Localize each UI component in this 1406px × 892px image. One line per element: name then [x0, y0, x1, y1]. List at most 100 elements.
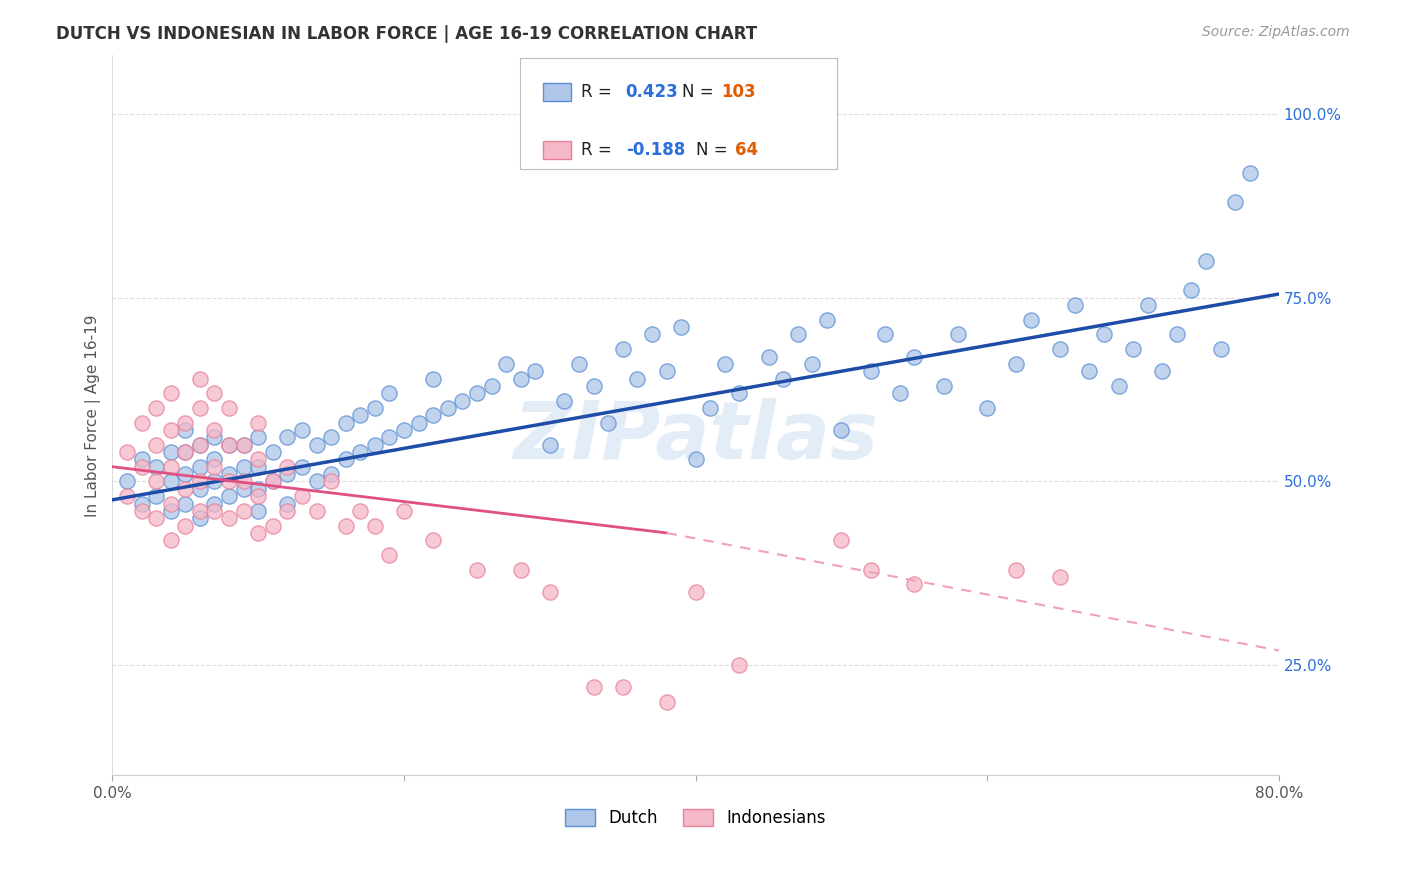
Point — [115, 445, 138, 459]
Point — [669, 320, 692, 334]
Point — [1122, 342, 1144, 356]
Point — [538, 584, 561, 599]
Point — [188, 401, 211, 415]
Point — [145, 401, 167, 415]
Point — [145, 475, 167, 489]
Point — [1108, 379, 1130, 393]
Point — [218, 489, 240, 503]
Point — [553, 393, 575, 408]
Point — [174, 423, 197, 437]
Text: 64: 64 — [735, 141, 758, 159]
Point — [232, 438, 254, 452]
Point — [218, 438, 240, 452]
Point — [524, 364, 547, 378]
Point — [115, 475, 138, 489]
Point — [451, 393, 474, 408]
Point — [115, 489, 138, 503]
Point — [685, 452, 707, 467]
Point — [495, 357, 517, 371]
Point — [218, 438, 240, 452]
Point — [422, 371, 444, 385]
Point — [276, 459, 298, 474]
Point — [291, 459, 314, 474]
Point — [247, 504, 270, 518]
Point — [1005, 357, 1028, 371]
Text: R =: R = — [581, 141, 617, 159]
Point — [903, 577, 925, 591]
Point — [131, 416, 153, 430]
Point — [436, 401, 458, 415]
Point — [247, 525, 270, 540]
Point — [714, 357, 737, 371]
Point — [188, 475, 211, 489]
Point — [262, 475, 284, 489]
Point — [772, 371, 794, 385]
Point — [232, 459, 254, 474]
Point — [786, 327, 808, 342]
Point — [247, 489, 270, 503]
Point — [976, 401, 998, 415]
Point — [204, 386, 226, 401]
Point — [875, 327, 897, 342]
Point — [305, 475, 328, 489]
Text: 103: 103 — [721, 83, 756, 101]
Point — [204, 459, 226, 474]
Point — [378, 430, 401, 444]
Point — [1225, 195, 1247, 210]
Point — [1209, 342, 1232, 356]
Point — [232, 475, 254, 489]
Point — [218, 511, 240, 525]
Point — [232, 438, 254, 452]
Point — [204, 496, 226, 510]
Point — [946, 327, 969, 342]
Point — [204, 423, 226, 437]
Point — [815, 312, 838, 326]
Point — [321, 430, 343, 444]
Point — [582, 680, 605, 694]
Point — [174, 445, 197, 459]
Point — [204, 430, 226, 444]
Point — [859, 563, 882, 577]
Point — [247, 430, 270, 444]
Point — [174, 445, 197, 459]
Point — [174, 467, 197, 482]
Point — [276, 467, 298, 482]
Point — [174, 416, 197, 430]
Point — [145, 489, 167, 503]
Point — [131, 504, 153, 518]
Text: DUTCH VS INDONESIAN IN LABOR FORCE | AGE 16-19 CORRELATION CHART: DUTCH VS INDONESIAN IN LABOR FORCE | AGE… — [56, 25, 758, 43]
Point — [232, 504, 254, 518]
Point — [408, 416, 430, 430]
Point — [159, 459, 181, 474]
Point — [1166, 327, 1188, 342]
Point — [598, 416, 620, 430]
Point — [655, 364, 678, 378]
Point — [159, 533, 181, 548]
Point — [262, 475, 284, 489]
Point — [465, 563, 488, 577]
Point — [465, 386, 488, 401]
Point — [131, 459, 153, 474]
Point — [830, 533, 852, 548]
Point — [509, 371, 531, 385]
Point — [188, 371, 211, 385]
Point — [655, 695, 678, 709]
Point — [145, 459, 167, 474]
Point — [1136, 298, 1159, 312]
Point — [188, 459, 211, 474]
Point — [538, 438, 561, 452]
Point — [291, 423, 314, 437]
Point — [932, 379, 955, 393]
Point — [305, 438, 328, 452]
Point — [349, 409, 371, 423]
Point — [276, 504, 298, 518]
Point — [159, 386, 181, 401]
Point — [1078, 364, 1101, 378]
Point — [159, 475, 181, 489]
Point — [392, 504, 415, 518]
Point — [509, 563, 531, 577]
Point — [364, 438, 387, 452]
Point — [422, 533, 444, 548]
Point — [335, 416, 357, 430]
Point — [1180, 284, 1202, 298]
